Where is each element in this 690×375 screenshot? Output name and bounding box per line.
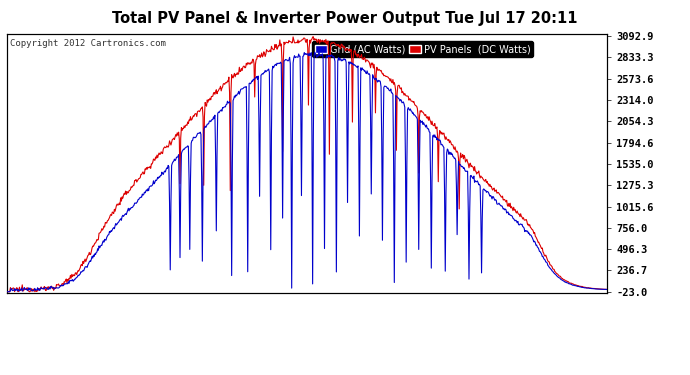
Text: Copyright 2012 Cartronics.com: Copyright 2012 Cartronics.com [10, 39, 166, 48]
Text: Total PV Panel & Inverter Power Output Tue Jul 17 20:11: Total PV Panel & Inverter Power Output T… [112, 11, 578, 26]
Legend: Grid (AC Watts), PV Panels  (DC Watts): Grid (AC Watts), PV Panels (DC Watts) [313, 41, 533, 57]
